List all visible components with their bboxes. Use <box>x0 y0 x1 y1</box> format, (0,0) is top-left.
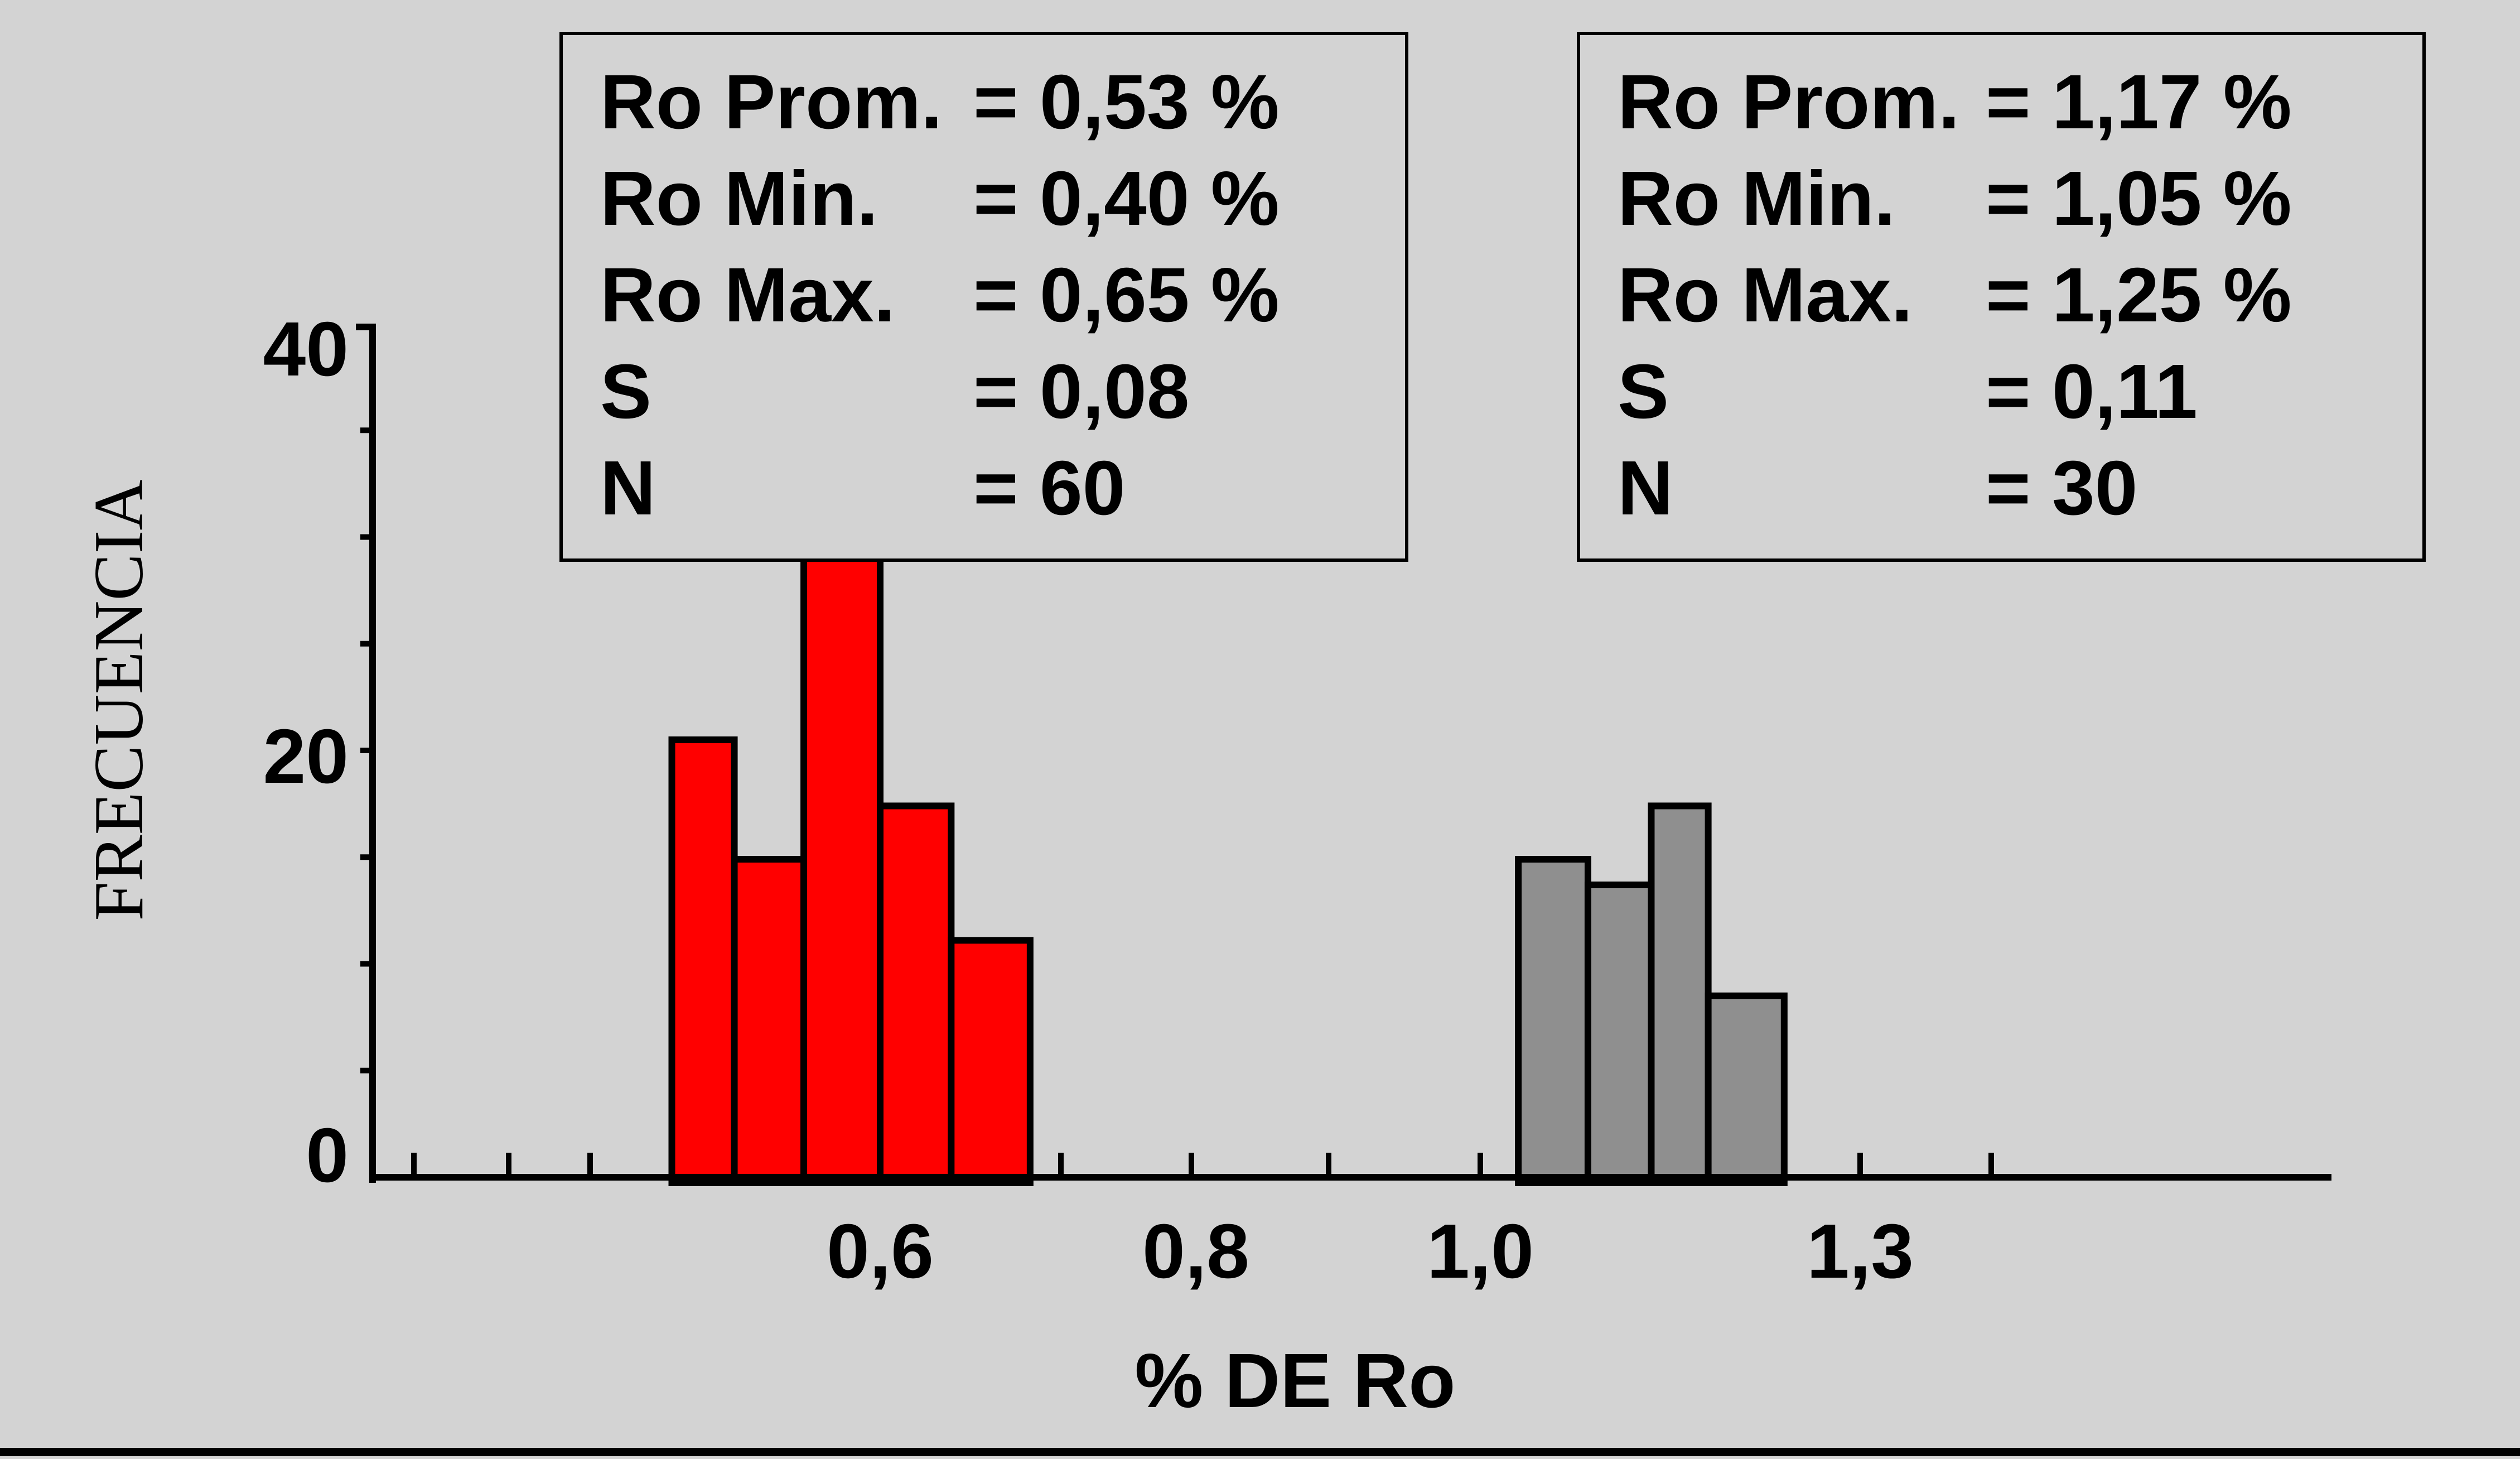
stat-label: Ro Prom. <box>1618 59 1959 145</box>
stat-label: Ro Max. <box>600 252 895 338</box>
bottom-border-line <box>0 1448 2520 1456</box>
stat-value: = 0,65 % <box>973 252 1280 338</box>
stat-value: = 1,25 % <box>1986 252 2292 338</box>
stat-value: = 0,40 % <box>973 156 1280 242</box>
stat-label: Ro Prom. <box>600 59 942 145</box>
stat-value: = 0,53 % <box>973 59 1280 145</box>
stat-value: = 1,05 % <box>1986 156 2292 242</box>
stat-label: Ro Min. <box>600 156 878 242</box>
x-tick-label: 1,0 <box>1427 1208 1534 1294</box>
y-tick-label: 0 <box>306 1113 349 1198</box>
stat-label: N <box>1618 445 1673 531</box>
histogram-bar <box>668 736 738 1186</box>
histogram-bar <box>1648 802 1712 1186</box>
stat-label: Ro Max. <box>1618 252 1913 338</box>
stat-value: = 60 <box>973 445 1125 531</box>
y-axis-title: FRECUENCIA <box>80 479 158 921</box>
stat-label: S <box>1618 349 1669 435</box>
stat-label: S <box>600 349 651 435</box>
stat-value: = 0,11 <box>1986 349 2198 435</box>
x-tick-label: 0,8 <box>1142 1208 1249 1294</box>
y-tick-label: 40 <box>263 306 349 392</box>
stat-value: = 30 <box>1986 445 2137 531</box>
histogram-bar <box>1584 881 1655 1186</box>
stats-layer: Ro Prom. = 0,53 % Ro Min. = 0,40 % Ro Max. = … <box>559 32 2426 562</box>
x-tick-label: 1,3 <box>1807 1208 1914 1294</box>
stat-value: = 0,08 <box>973 349 1190 435</box>
stats-box <box>559 32 1408 562</box>
histogram-bar <box>1705 992 1788 1186</box>
x-tick-label: 0,6 <box>827 1208 934 1294</box>
histogram-bar <box>948 937 1034 1187</box>
histogram-bar <box>877 802 955 1186</box>
stat-value: = 1,17 % <box>1986 59 2292 145</box>
x-axis-title: % DE Ro <box>1135 1338 1455 1424</box>
y-tick-label: 20 <box>263 714 349 800</box>
bars-layer <box>668 551 1788 1187</box>
axes-layer: 0 20 40 0,6 0,8 1,0 1,3 <box>263 306 2331 1294</box>
histogram-bar <box>1515 856 1591 1186</box>
stat-label: N <box>600 445 656 531</box>
stats-box <box>1577 32 2426 562</box>
stat-label: Ro Min. <box>1618 156 1895 242</box>
histogram-bar <box>731 856 808 1186</box>
histogram-bar <box>800 551 884 1186</box>
